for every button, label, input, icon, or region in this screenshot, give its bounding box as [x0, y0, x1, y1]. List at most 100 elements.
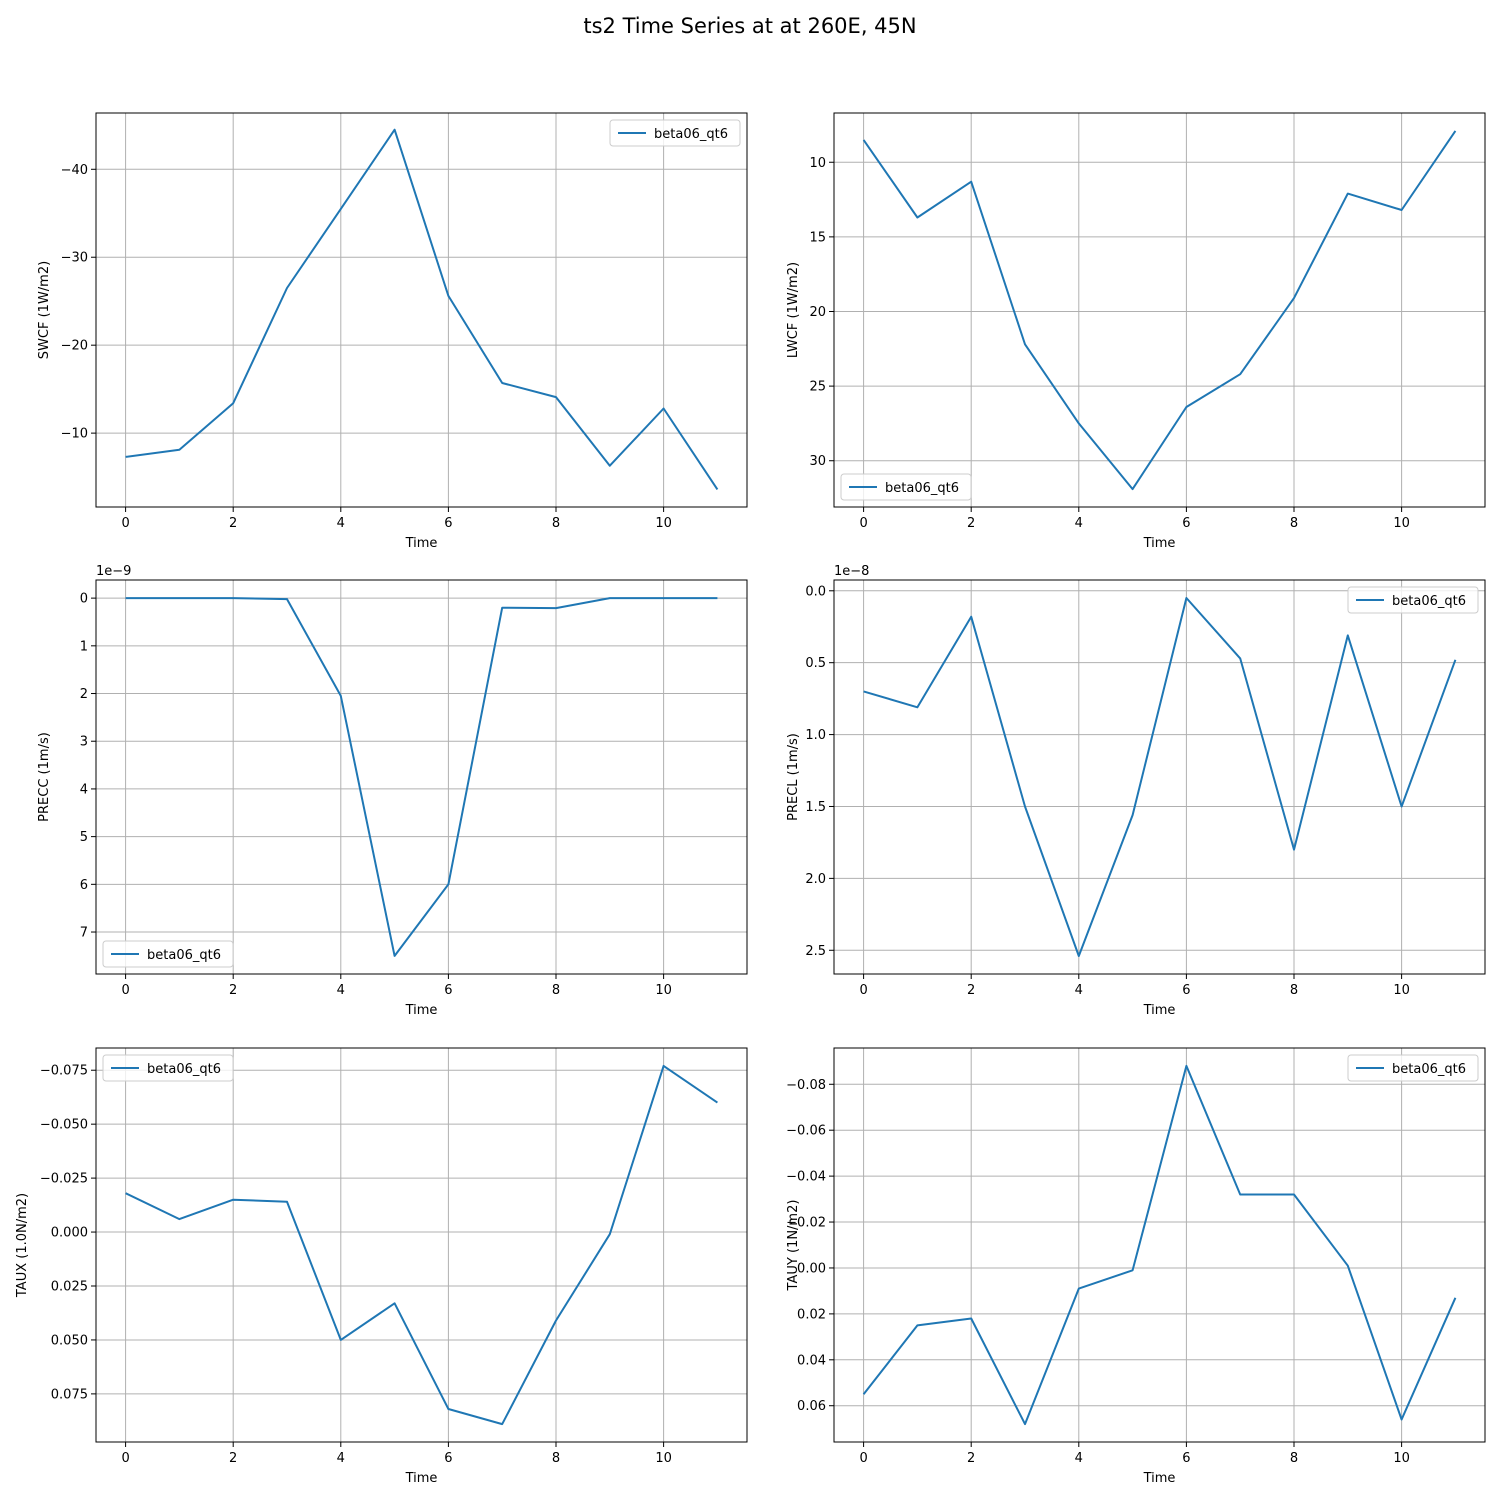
x-tick-label: 4 [1075, 983, 1083, 998]
x-tick-label: 4 [1075, 516, 1083, 531]
x-tick-label: 2 [229, 516, 237, 531]
x-tick-label: 10 [1393, 983, 1410, 998]
x-tick-label: 10 [655, 1451, 672, 1466]
y-tick-label: 5 [80, 830, 88, 845]
axes-frame [95, 579, 748, 975]
y-axis-label: PRECL (1m/s) [786, 733, 801, 821]
legend-label: beta06_qt6 [1392, 1062, 1466, 1077]
legend-box [609, 119, 741, 147]
y-tick-label: 0.050 [51, 1333, 88, 1348]
legend-box [1347, 1054, 1479, 1082]
y-tick-label: −40 [61, 163, 88, 178]
y-axis-label: TAUX (1.0N/m2) [15, 1193, 30, 1298]
axes-frame [95, 1047, 748, 1443]
y-tick-label: −20 [61, 339, 88, 354]
subplot-1: 0 2 4 6 8 10 −40 −30 −20 −10 Time SWCF (1W/m2) beta0… [37, 112, 748, 551]
axes-frame [833, 112, 1486, 508]
x-tick-label: 2 [229, 1451, 237, 1466]
figure-title: ts2 Time Series at at 260E, 45N [583, 14, 917, 38]
legend-label: beta06_qt6 [1392, 594, 1466, 609]
subplot-2: 0 2 4 6 8 10 10 15 20 25 30 Time LWCF (1W/m2) beta06_… [786, 112, 1486, 551]
x-tick-label: 10 [1393, 516, 1410, 531]
x-tick-label: 4 [337, 516, 345, 531]
subplot-5: 0 2 4 6 8 10 −0.075 −0.050 −0.025 0.000 0.025 0.050… [15, 1047, 748, 1486]
legend: beta06_qt6 [1347, 1054, 1479, 1082]
x-tick-label: 2 [229, 983, 237, 998]
axes-frame [833, 579, 1486, 975]
x-tick-label: 0 [859, 516, 867, 531]
x-tick-label: 2 [967, 1451, 975, 1466]
y-tick-label: 0.0 [805, 584, 826, 599]
axes-frame [95, 112, 748, 508]
subplot-6: 0 2 4 6 8 10 −0.08 −0.06 −0.04 −0.02 0.00 0.02 0.04 0… [786, 1047, 1486, 1486]
legend: beta06_qt6 [609, 119, 741, 147]
y-tick-label: 6 [80, 878, 88, 893]
y-axis-label: LWCF (1W/m2) [786, 262, 801, 358]
y-axis-label: PRECC (1m/s) [37, 732, 52, 822]
y-tick-label: 0 [80, 592, 88, 607]
y-tick-label: 20 [809, 305, 826, 320]
x-tick-label: 10 [655, 516, 672, 531]
legend-box [1347, 586, 1479, 614]
y-tick-label: 25 [809, 380, 826, 395]
x-tick-label: 4 [337, 983, 345, 998]
x-tick-label: 0 [121, 1451, 129, 1466]
x-tick-label: 6 [1182, 983, 1190, 998]
x-tick-label: 0 [859, 1451, 867, 1466]
y-offset-label: 1e−9 [96, 564, 131, 579]
legend: beta06_qt6 [1347, 586, 1479, 614]
legend: beta06_qt6 [102, 1054, 234, 1082]
x-tick-label: 0 [859, 983, 867, 998]
legend: beta06_qt6 [840, 473, 972, 501]
x-tick-label: 6 [444, 516, 452, 531]
x-tick-label: 6 [444, 1451, 452, 1466]
legend-box [102, 1054, 234, 1082]
x-axis-label: Time [1143, 536, 1176, 551]
x-tick-label: 6 [1182, 1451, 1190, 1466]
x-tick-label: 4 [1075, 1451, 1083, 1466]
y-tick-label: −30 [61, 251, 88, 266]
y-tick-label: −0.02 [786, 1216, 826, 1231]
subplot-4: 0 2 4 6 8 10 0.0 0.5 1.0 1.5 2.0 2.5 1e−8 Time PRECL (… [786, 564, 1486, 1018]
x-axis-label: Time [1143, 1003, 1176, 1018]
y-tick-label: 7 [80, 926, 88, 941]
series-line [862, 130, 1457, 491]
y-tick-label: 4 [80, 782, 88, 797]
series-line [125, 1064, 718, 1426]
y-tick-label: −0.04 [786, 1170, 826, 1185]
y-axis-label: TAUY (1N/m2) [786, 1200, 801, 1292]
x-axis-label: Time [405, 1003, 438, 1018]
y-tick-label: 0.04 [797, 1353, 826, 1368]
y-tick-label: 0.075 [51, 1387, 88, 1402]
y-tick-label: 1 [80, 639, 88, 654]
x-tick-label: 4 [337, 1451, 345, 1466]
y-tick-label: 0.5 [805, 656, 826, 671]
x-tick-label: 8 [1290, 1451, 1298, 1466]
y-tick-label: 0.02 [797, 1307, 826, 1322]
y-tick-label: 30 [809, 454, 826, 469]
x-tick-label: 8 [552, 1451, 560, 1466]
legend-label: beta06_qt6 [654, 127, 728, 142]
x-axis-label: Time [405, 1471, 438, 1486]
y-axis-label: SWCF (1W/m2) [37, 261, 52, 359]
y-tick-label: 10 [809, 156, 826, 171]
x-axis-label: Time [1143, 1471, 1176, 1486]
legend-label: beta06_qt6 [147, 1062, 221, 1077]
subplot-3: 0 2 4 6 8 10 0 1 2 3 4 5 6 7 1e−9 Time PRECC (1m/s) beta0… [37, 564, 748, 1018]
series-line [862, 1064, 1457, 1426]
y-tick-label: 0.00 [797, 1261, 826, 1276]
x-axis-label: Time [405, 536, 438, 551]
y-tick-label: −0.06 [786, 1124, 826, 1139]
legend-label: beta06_qt6 [885, 481, 959, 496]
legend-label: beta06_qt6 [147, 948, 221, 963]
y-tick-label: 3 [80, 735, 88, 750]
x-tick-label: 0 [121, 516, 129, 531]
series-line [125, 128, 719, 490]
y-tick-label: −10 [61, 427, 88, 442]
y-tick-label: −0.025 [40, 1172, 88, 1187]
x-tick-label: 8 [1290, 983, 1298, 998]
y-tick-label: 0.06 [797, 1399, 826, 1414]
x-tick-label: 8 [1290, 516, 1298, 531]
axes-frame [833, 1047, 1486, 1443]
